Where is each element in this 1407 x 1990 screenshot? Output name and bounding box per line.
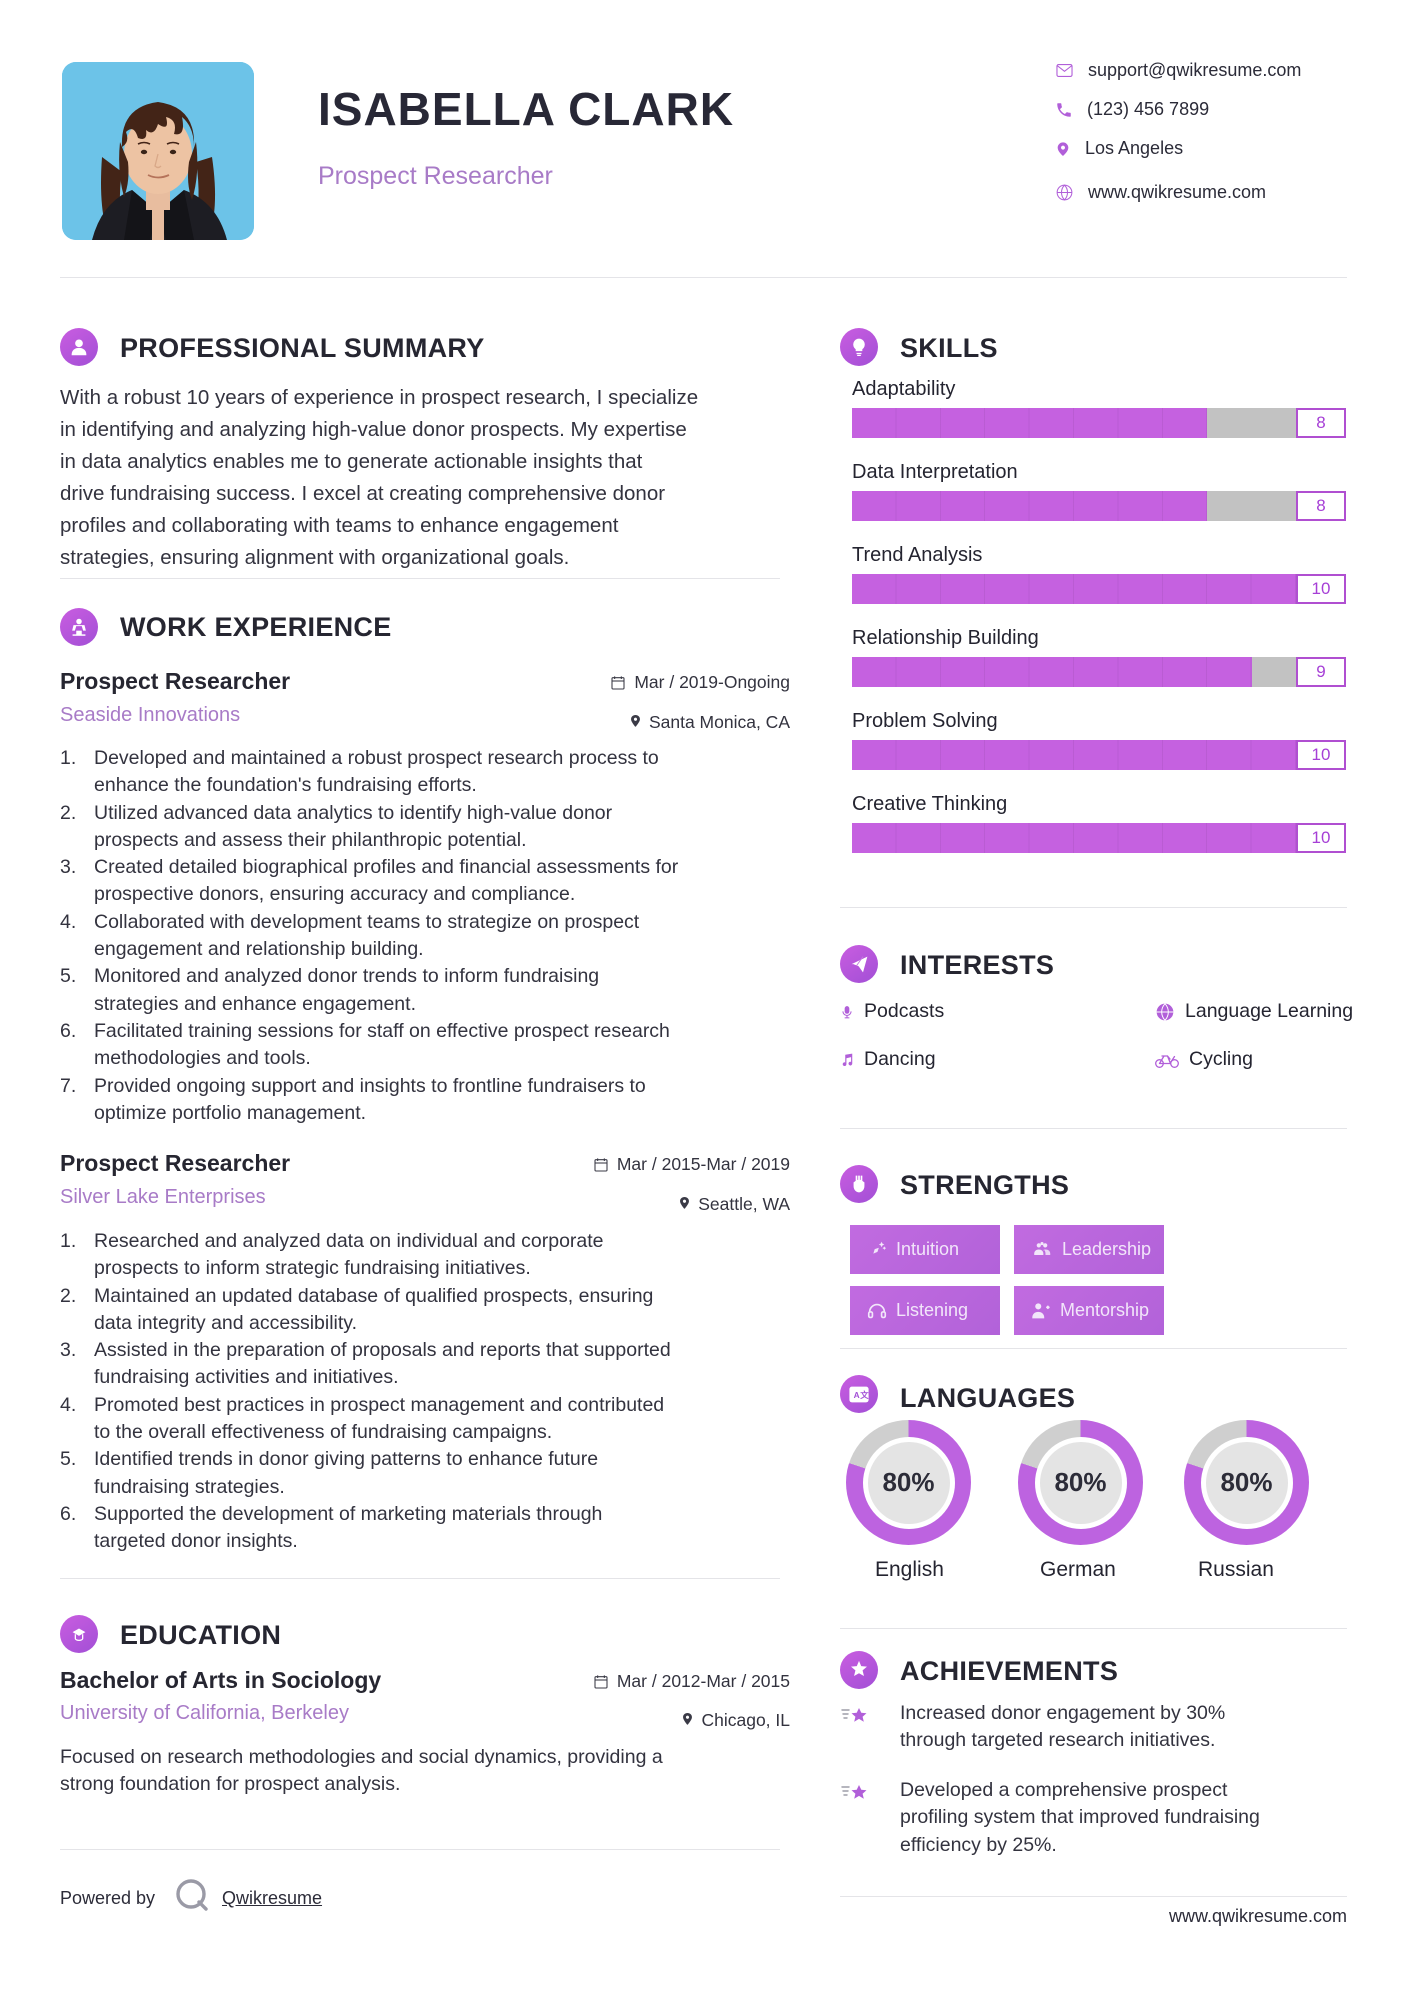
svg-text:文: 文 [860,1389,869,1399]
svg-text:A: A [854,1389,860,1399]
